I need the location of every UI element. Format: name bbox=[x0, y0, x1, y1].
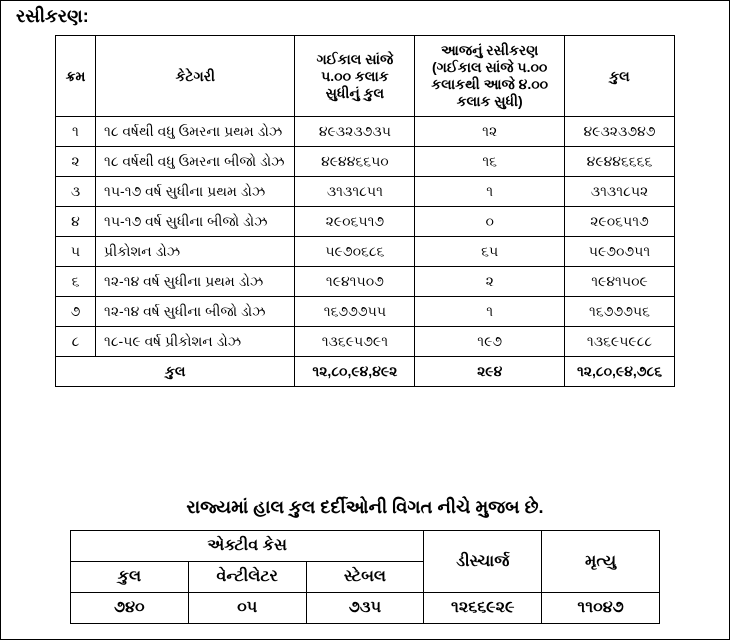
cell-category: પ્રીકોશન ડોઝ bbox=[95, 237, 294, 267]
cell-kram: ૧ bbox=[56, 117, 96, 147]
cell-kram: ૭ bbox=[56, 297, 96, 327]
section-heading: રસીકરણ: bbox=[16, 6, 714, 27]
th-category: કેટેગરી bbox=[95, 36, 294, 117]
cell-prev: ૨૯૦૬૫૧૭ bbox=[295, 207, 415, 237]
cell-category: ૧૫-૧૭ વર્ષ સુધીના બીજો ડોઝ bbox=[95, 207, 294, 237]
cell-stable: ૭૩૫ bbox=[306, 593, 424, 624]
cell-today: ૨ bbox=[415, 267, 565, 297]
th-ventilator: વેન્ટીલેટર bbox=[188, 562, 306, 593]
cell-ventilator: ૦૫ bbox=[188, 593, 306, 624]
vaccination-table: ક્રમ કેટેગરી ગઈકાલ સાંજે ૫.૦૦ કલાક સુધીન… bbox=[55, 35, 675, 387]
cell-death: ૧૧૦૪૭ bbox=[542, 593, 660, 624]
cell-today: ૧ bbox=[415, 177, 565, 207]
table-row: ૮ ૧૮-૫૯ વર્ષ પ્રીકોશન ડોઝ ૧૩૬૯૫૭૯૧ ૧૯૭ ૧… bbox=[56, 327, 675, 357]
cell-total: ૩૧૩૧૮૫૨ bbox=[565, 177, 675, 207]
th-death: મૃત્યુ bbox=[542, 531, 660, 593]
cell-prev: ૧૩૬૯૫૭૯૧ bbox=[295, 327, 415, 357]
cell-kram: ૫ bbox=[56, 237, 96, 267]
cell-today: ૧૬ bbox=[415, 147, 565, 177]
cell-category: ૧૮ વર્ષથી વધુ ઉમરના પ્રથમ ડોઝ bbox=[95, 117, 294, 147]
cell-prev: ૪૯૪૪૬૬૫૦ bbox=[295, 147, 415, 177]
th-prev-total: ગઈકાલ સાંજે ૫.૦૦ કલાક સુધીનું કુલ bbox=[295, 36, 415, 117]
cell-category: ૧૨-૧૪ વર્ષ સુધીના બીજો ડોઝ bbox=[95, 297, 294, 327]
patients-table-header: એક્ટીવ કેસ ડીસ્ચાર્જ મૃત્યુ કુલ વેન્ટીલે… bbox=[71, 531, 660, 593]
cell-today: ૬૫ bbox=[415, 237, 565, 267]
th-stable: સ્ટેબલ bbox=[306, 562, 424, 593]
cell-today: ૧૨ bbox=[415, 117, 565, 147]
patients-row: ૭૪૦ ૦૫ ૭૩૫ ૧૨૬૬૯૨૯ ૧૧૦૪૭ bbox=[71, 593, 660, 624]
table-row: ૩ ૧૫-૧૭ વર્ષ સુધીના પ્રથમ ડોઝ ૩૧૩૧૮૫૧ ૧ … bbox=[56, 177, 675, 207]
table-header: ક્રમ કેટેગરી ગઈકાલ સાંજે ૫.૦૦ કલાક સુધીન… bbox=[56, 36, 675, 117]
th-today: આજનું રસીકરણ (ગઈકાલ સાંજે ૫.૦૦ કલાકથી આજ… bbox=[415, 36, 565, 117]
cell-discharge: ૧૨૬૬૯૨૯ bbox=[424, 593, 542, 624]
cell-kul: ૭૪૦ bbox=[71, 593, 189, 624]
cell-kram: ૪ bbox=[56, 207, 96, 237]
table-row: ૨ ૧૮ વર્ષથી વધુ ઉમરના બીજો ડોઝ ૪૯૪૪૬૬૫૦ … bbox=[56, 147, 675, 177]
cell-total: ૫૯૭૦૭૫૧ bbox=[565, 237, 675, 267]
cell-today: ૧૯૭ bbox=[415, 327, 565, 357]
spacer bbox=[16, 387, 714, 497]
cell-kram: ૩ bbox=[56, 177, 96, 207]
th-kul: કુલ bbox=[71, 562, 189, 593]
table-row: ૫ પ્રીકોશન ડોઝ ૫૯૭૦૬૮૬ ૬૫ ૫૯૭૦૭૫૧ bbox=[56, 237, 675, 267]
table-row: ૧ ૧૮ વર્ષથી વધુ ઉમરના પ્રથમ ડોઝ ૪૯૩૨૩૭૩૫… bbox=[56, 117, 675, 147]
table-row: ૭ ૧૨-૧૪ વર્ષ સુધીના બીજો ડોઝ ૧૬૭૭૭૫૫ ૧ ૧… bbox=[56, 297, 675, 327]
cell-category: ૧૮ વર્ષથી વધુ ઉમરના બીજો ડોઝ bbox=[95, 147, 294, 177]
cell-category: ૧૮-૫૯ વર્ષ પ્રીકોશન ડોઝ bbox=[95, 327, 294, 357]
cell-prev: ૪૯૩૨૩૭૩૫ bbox=[295, 117, 415, 147]
page-container: રસીકરણ: ક્રમ કેટેગરી ગઈકાલ સાંજે ૫.૦૦ કલ… bbox=[0, 0, 730, 640]
cell-total: ૪૯૩૨૩૭૪૭ bbox=[565, 117, 675, 147]
cell-kram: ૮ bbox=[56, 327, 96, 357]
cell-prev: ૧૯૪૧૫૦૭ bbox=[295, 267, 415, 297]
th-kram: ક્રમ bbox=[56, 36, 96, 117]
th-active-group: એક્ટીવ કેસ bbox=[71, 531, 424, 562]
cell-prev: ૧૬૭૭૭૫૫ bbox=[295, 297, 415, 327]
th-total: કુલ bbox=[565, 36, 675, 117]
patients-heading: રાજ્યમાં હાલ કુલ દર્દીઓની વિગત નીચે મુજબ… bbox=[16, 497, 714, 518]
table-row: ૪ ૧૫-૧૭ વર્ષ સુધીના બીજો ડોઝ ૨૯૦૬૫૧૭ ૦ ૨… bbox=[56, 207, 675, 237]
cell-total: ૧૬૭૭૭૫૬ bbox=[565, 297, 675, 327]
total-all: ૧૨,૮૦,૯૪,૭૮૬ bbox=[565, 357, 675, 387]
cell-prev: ૫૯૭૦૬૮૬ bbox=[295, 237, 415, 267]
th-discharge: ડીસ્ચાર્જ bbox=[424, 531, 542, 593]
cell-total: ૧૯૪૧૫૦૯ bbox=[565, 267, 675, 297]
total-label: કુલ bbox=[56, 357, 295, 387]
table-body: ૧ ૧૮ વર્ષથી વધુ ઉમરના પ્રથમ ડોઝ ૪૯૩૨૩૭૩૫… bbox=[56, 117, 675, 387]
cell-category: ૧૨-૧૪ વર્ષ સુધીના પ્રથમ ડોઝ bbox=[95, 267, 294, 297]
cell-total: ૨૯૦૬૫૧૭ bbox=[565, 207, 675, 237]
cell-today: ૧ bbox=[415, 297, 565, 327]
total-prev: ૧૨,૮૦,૯૪,૪૯૨ bbox=[295, 357, 415, 387]
cell-total: ૧૩૬૯૫૯૮૮ bbox=[565, 327, 675, 357]
cell-today: ૦ bbox=[415, 207, 565, 237]
cell-category: ૧૫-૧૭ વર્ષ સુધીના પ્રથમ ડોઝ bbox=[95, 177, 294, 207]
cell-total: ૪૯૪૪૬૬૬૬ bbox=[565, 147, 675, 177]
cell-kram: ૨ bbox=[56, 147, 96, 177]
patients-table: એક્ટીવ કેસ ડીસ્ચાર્જ મૃત્યુ કુલ વેન્ટીલે… bbox=[70, 530, 660, 624]
total-row: કુલ ૧૨,૮૦,૯૪,૪૯૨ ૨૯૪ ૧૨,૮૦,૯૪,૭૮૬ bbox=[56, 357, 675, 387]
cell-kram: ૬ bbox=[56, 267, 96, 297]
cell-prev: ૩૧૩૧૮૫૧ bbox=[295, 177, 415, 207]
total-today: ૨૯૪ bbox=[415, 357, 565, 387]
table-row: ૬ ૧૨-૧૪ વર્ષ સુધીના પ્રથમ ડોઝ ૧૯૪૧૫૦૭ ૨ … bbox=[56, 267, 675, 297]
patients-table-body: ૭૪૦ ૦૫ ૭૩૫ ૧૨૬૬૯૨૯ ૧૧૦૪૭ bbox=[71, 593, 660, 624]
